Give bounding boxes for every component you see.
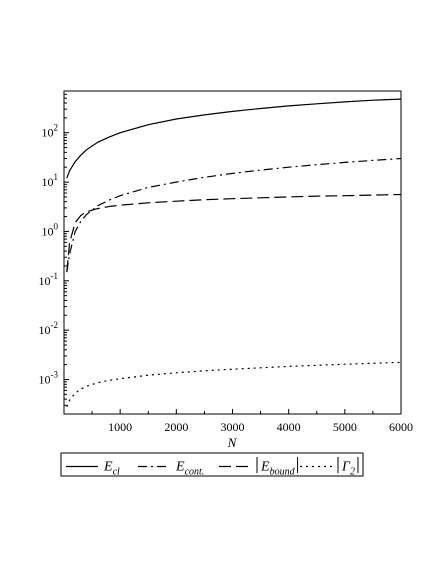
y-tick-label: 10-1 — [39, 271, 59, 288]
legend-item: Ebound — [256, 457, 299, 478]
series-line-3 — [66, 361, 402, 408]
legend: Ecl Econt. Ebound Γ2 — [60, 452, 364, 478]
x-tick-label: 4000 — [277, 420, 301, 434]
x-tick-label: 1000 — [108, 420, 132, 434]
plot-frame — [63, 90, 402, 415]
x-tick-label: 3000 — [221, 420, 245, 434]
series-line-0 — [66, 98, 402, 179]
legend-box — [60, 452, 364, 477]
legend-item: Econt. — [175, 460, 204, 478]
plot-border — [63, 90, 402, 415]
series-line-2 — [66, 193, 402, 273]
y-tick-label: 100 — [42, 221, 59, 238]
y-tick-label: 10-3 — [39, 370, 59, 387]
tick-layer: 1000 2000 3000 4000 5000 6000 10-3 10-2 10-1 100 1… — [39, 90, 413, 434]
legend-label: Ebound — [260, 460, 296, 478]
x-tick-label: 2000 — [164, 420, 188, 434]
y-tick-label: 102 — [42, 123, 59, 140]
y-tick-label: 101 — [42, 172, 59, 189]
y-tick-label: 10-2 — [39, 320, 59, 337]
legend-item: Ecl — [103, 460, 120, 478]
x-tick-label: 5000 — [333, 420, 357, 434]
series-layer — [66, 98, 402, 408]
legend-label: Ecl — [103, 460, 120, 478]
x-axis-title: N — [227, 435, 238, 450]
series-line-1 — [66, 157, 402, 273]
legend-item: Γ2 — [337, 457, 359, 478]
legend-label: Γ2 — [341, 460, 355, 478]
x-tick-label: 6000 — [389, 420, 413, 434]
legend-label: Econt. — [175, 460, 204, 478]
